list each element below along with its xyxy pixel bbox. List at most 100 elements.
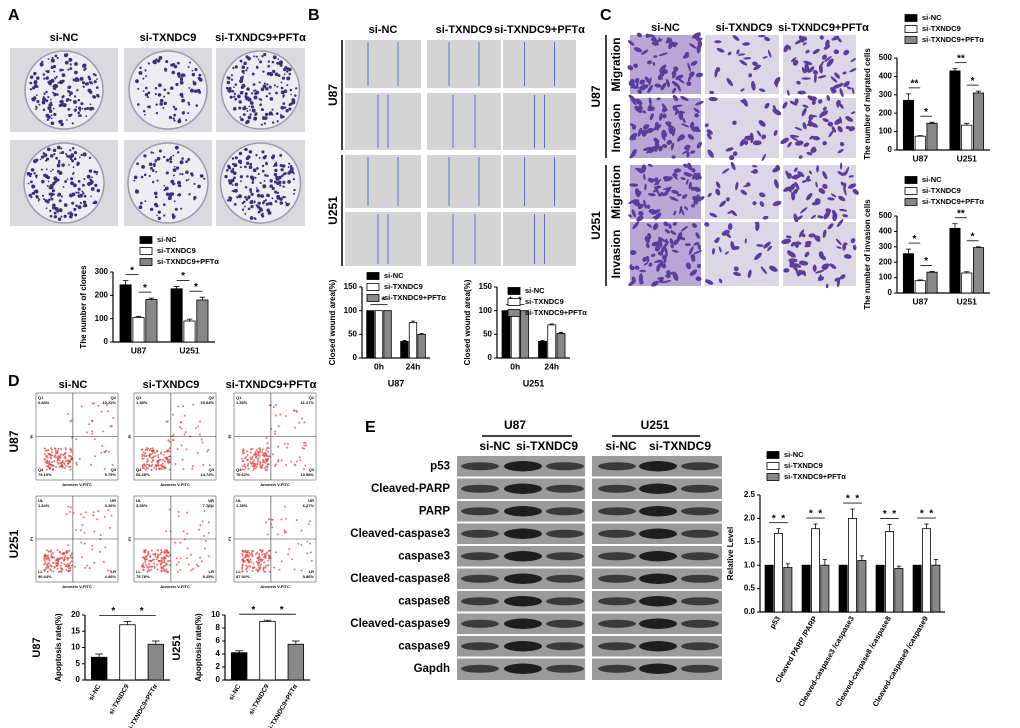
- event: [61, 466, 64, 469]
- bar: [972, 247, 985, 294]
- event: [252, 468, 255, 471]
- y-tick-label: 0.5: [744, 584, 756, 593]
- colony: [281, 76, 286, 80]
- event: [141, 448, 144, 451]
- colony: [75, 204, 78, 208]
- colony: [50, 170, 52, 173]
- colony: [274, 190, 278, 194]
- event: [65, 564, 68, 567]
- cell: [844, 166, 850, 176]
- x-tick-label: U87: [912, 296, 928, 306]
- event: [144, 468, 147, 471]
- colony: [233, 163, 238, 168]
- event: [142, 451, 145, 454]
- colony: [228, 166, 232, 170]
- cell: [690, 60, 698, 66]
- colony: [250, 92, 254, 95]
- colony: [257, 58, 260, 61]
- cell: [736, 49, 740, 55]
- cell: [671, 155, 676, 159]
- colony: [71, 122, 74, 125]
- colony: [47, 180, 50, 183]
- colony: [266, 193, 270, 198]
- x-tick-label: si-NC: [228, 683, 243, 701]
- event: [162, 459, 165, 462]
- event: [295, 460, 298, 463]
- cell: [662, 280, 672, 284]
- colony: [289, 169, 293, 174]
- legend-swatch: [766, 462, 780, 470]
- colony: [144, 113, 146, 116]
- colony: [137, 103, 140, 106]
- quadrant-label: Q4: [38, 467, 44, 472]
- cell: [670, 244, 674, 249]
- y-axis-label: Relative Level: [726, 527, 735, 580]
- cell: [753, 64, 762, 71]
- colony: [273, 163, 278, 167]
- colony: [234, 97, 238, 101]
- colony: [166, 158, 170, 162]
- quadrant-percent: 15.64%: [200, 400, 214, 405]
- cell: [679, 236, 686, 241]
- cell: [794, 98, 799, 104]
- cell: [791, 174, 801, 180]
- row-label: Invasion: [609, 230, 623, 279]
- colony: [49, 101, 53, 104]
- event: [163, 561, 166, 564]
- event: [160, 549, 163, 552]
- cell: [652, 61, 656, 66]
- event: [264, 554, 267, 557]
- y-tick-label: 300: [879, 242, 893, 251]
- protein-label: caspase3: [398, 550, 450, 562]
- event: [252, 562, 255, 565]
- event: [186, 547, 189, 550]
- colony: [35, 195, 39, 199]
- cell: [687, 162, 692, 171]
- significance-mark: *: [781, 513, 785, 524]
- event: [164, 456, 167, 459]
- cell: [811, 100, 816, 105]
- colony: [174, 107, 178, 111]
- event: [265, 449, 268, 452]
- colony: [58, 208, 63, 213]
- cell: [791, 264, 798, 271]
- blot-band: [504, 461, 542, 472]
- cell: [789, 259, 793, 265]
- quadrant-percent: 10.22%: [102, 400, 116, 405]
- event: [60, 448, 63, 451]
- colony: [52, 86, 57, 90]
- blot-band: [639, 461, 677, 472]
- cell: [833, 49, 840, 55]
- cell: [732, 151, 738, 156]
- colony: [155, 170, 158, 173]
- legend-swatch: [366, 283, 380, 291]
- colony: [79, 114, 82, 118]
- event: [51, 464, 54, 467]
- cell: [807, 95, 817, 102]
- colony: [96, 78, 98, 81]
- event: [165, 562, 168, 565]
- cell: [764, 102, 770, 109]
- bar: [894, 568, 904, 613]
- axis-label: Annexin V-FITC: [160, 584, 190, 589]
- event: [270, 427, 273, 430]
- x-axis-label: U251: [523, 378, 545, 388]
- event: [241, 460, 244, 463]
- cell: [807, 119, 813, 127]
- colony: [188, 61, 192, 64]
- cell: [697, 263, 701, 269]
- colony: [53, 92, 57, 97]
- event: [261, 558, 264, 561]
- event: [163, 568, 166, 571]
- cell: [676, 193, 682, 197]
- event: [197, 565, 200, 568]
- colony: [44, 159, 48, 162]
- colony: [271, 186, 275, 191]
- event: [253, 459, 256, 462]
- cell: [634, 265, 640, 270]
- event: [150, 549, 153, 552]
- quadrant-percent: 90.44%: [38, 574, 52, 579]
- event: [167, 560, 170, 563]
- colony: [157, 216, 162, 220]
- event: [294, 464, 297, 467]
